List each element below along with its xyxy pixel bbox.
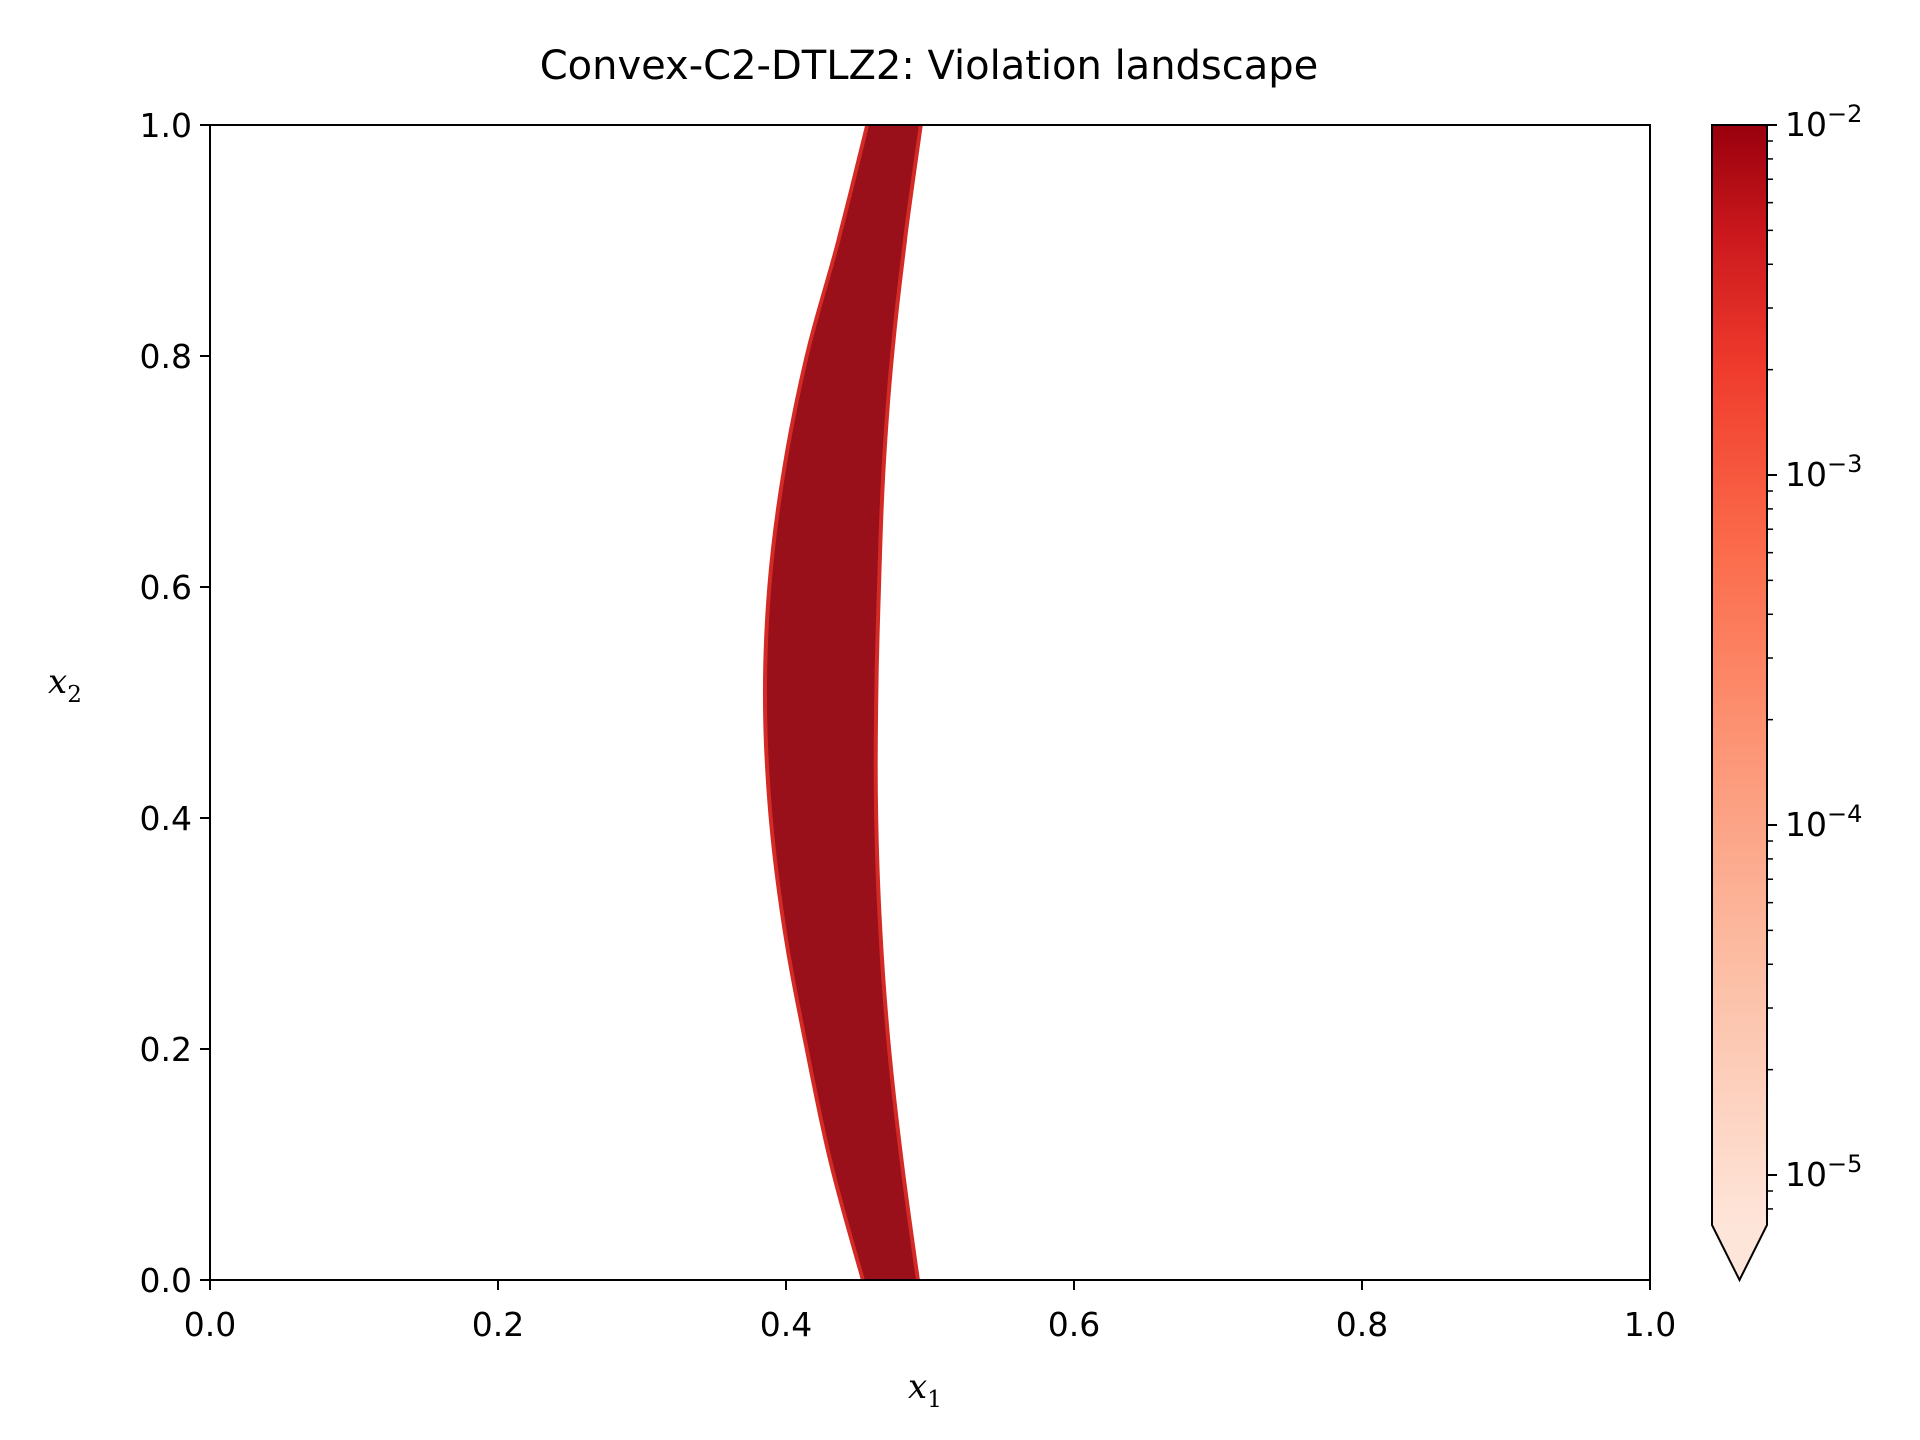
colorbar-fill <box>1712 125 1767 1225</box>
y-tick-label: 1.0 <box>140 106 192 145</box>
x-tick-label: 1.0 <box>1624 1305 1676 1344</box>
x-tick-label: 0.8 <box>1336 1305 1388 1344</box>
plot-background <box>210 125 1650 1280</box>
x-tick-label: 0.4 <box>760 1305 812 1344</box>
x-axis-label: x1 <box>908 1367 942 1413</box>
plot-frame <box>209 124 1651 1281</box>
colorbar-outline <box>1711 124 1768 1283</box>
x-tick-label: 0.6 <box>1048 1305 1100 1344</box>
violation-band-core <box>766 125 919 1280</box>
y-tick-label: 0.2 <box>140 1030 192 1069</box>
colorbar: 10−2 10−3 10−4 10−5 <box>1711 100 1862 1283</box>
y-axis-label: x2 <box>48 662 82 708</box>
y-tick-label: 0.6 <box>140 568 192 607</box>
colorbar-tick-label: 10−2 <box>1785 100 1862 144</box>
colorbar-tick-label: 10−5 <box>1785 1150 1862 1194</box>
y-tick-label: 0.8 <box>140 337 192 376</box>
colorbar-tick-label: 10−3 <box>1785 450 1862 494</box>
colorbar-tick-label: 10−4 <box>1785 800 1862 844</box>
colorbar-extend-min <box>1712 1225 1767 1280</box>
y-tick-label: 0.0 <box>140 1261 192 1300</box>
y-tick-label: 0.4 <box>140 799 192 838</box>
chart-title: Convex-C2-DTLZ2: Violation landscape <box>540 43 1319 89</box>
x-tick-label: 0.2 <box>472 1305 524 1344</box>
x-tick-label: 0.0 <box>184 1305 236 1344</box>
